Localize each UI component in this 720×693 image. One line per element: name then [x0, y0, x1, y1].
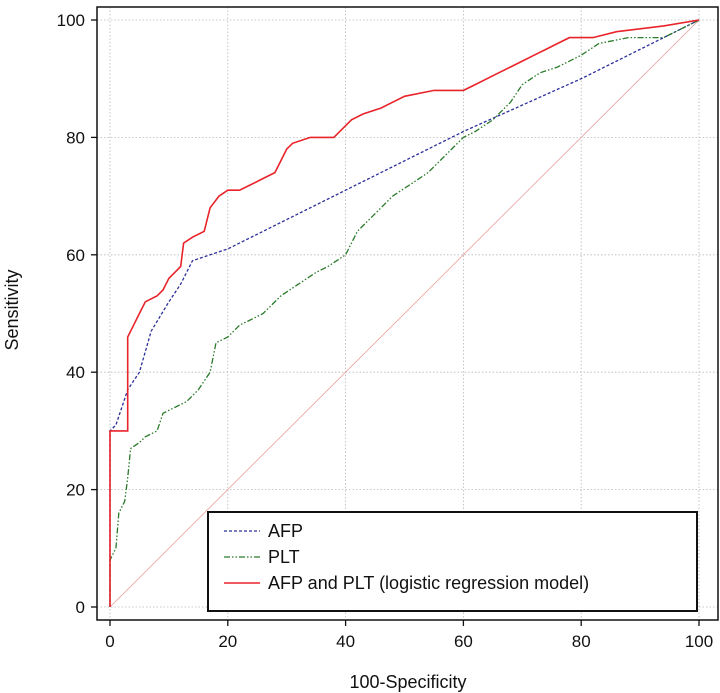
series-line-reference [109, 19, 700, 608]
y-tick-label: 60 [66, 246, 85, 265]
legend-label-afp: AFP [268, 521, 303, 541]
grid [97, 7, 718, 620]
plot-frame [96, 6, 719, 621]
legend-box [207, 511, 698, 612]
y-tick-label: 0 [76, 598, 85, 617]
x-tick-label: 20 [218, 632, 237, 651]
y-tick-label: 80 [66, 128, 85, 147]
axes: 0 20 40 60 80 100 0 20 40 60 80 100 [57, 11, 714, 651]
y-tick-label: 20 [66, 481, 85, 500]
y-tick-label: 100 [57, 11, 85, 30]
legend-label-plt: PLT [268, 547, 300, 567]
legend-label-combined: AFP and PLT (logistic regression model) [268, 573, 589, 593]
x-tick-label: 100 [685, 632, 713, 651]
x-axis-title: 100-Specificity [349, 672, 466, 692]
x-tick-label: 40 [336, 632, 355, 651]
legend: AFP PLT AFP and PLT (logistic regression… [207, 511, 698, 612]
y-tick-label: 40 [66, 363, 85, 382]
y-axis-title: Sensitivity [2, 269, 22, 350]
x-tick-label: 0 [105, 632, 114, 651]
x-tick-label: 60 [454, 632, 473, 651]
series-line-afp [109, 19, 700, 607]
series-line-afp-and-plt-logistic-regression-model [109, 19, 700, 607]
series-line-plt [109, 19, 700, 607]
series-group [109, 19, 700, 608]
x-tick-label: 80 [572, 632, 591, 651]
